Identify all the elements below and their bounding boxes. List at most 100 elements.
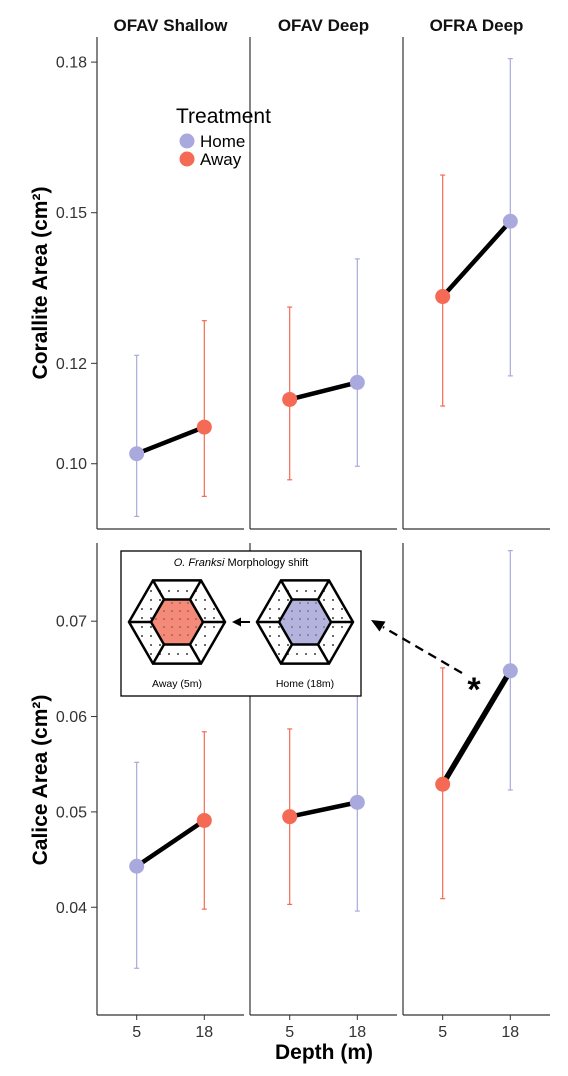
texture-dot [323,626,325,628]
texture-dot [179,602,181,604]
y-tick-label: 0.15 [56,205,87,222]
texture-dot [204,599,206,601]
legend-marker-home [180,134,195,149]
data-point-home [350,375,365,390]
texture-dot [168,653,170,655]
texture-dot [269,608,271,610]
texture-dot [296,653,298,655]
y-tick-label: 0.04 [56,900,87,917]
texture-dot [150,599,152,601]
inset-title: O. Franksi Morphology shift [174,557,309,569]
legend-marker-away [180,152,195,167]
texture-dot [187,610,189,612]
y-axis-title-calice: Calice Area (cm²) [29,695,52,866]
texture-dot [168,590,170,592]
texture-dot [299,634,301,636]
texture-dot [299,610,301,612]
x-tick-label: 5 [132,1024,141,1041]
texture-dot [269,617,271,619]
texture-dot [187,634,189,636]
texture-dot [341,608,343,610]
texture-dot [195,626,197,628]
y-axis-title-corallite: Corallite Area (cm²) [29,187,52,380]
texture-dot [177,653,179,655]
texture-dot [159,599,161,601]
texture-dot [179,634,181,636]
texture-dot [307,602,309,604]
texture-dot [323,644,325,646]
y-tick-label: 0.12 [56,356,87,373]
texture-dot [323,599,325,601]
texture-dot [315,610,317,612]
texture-dot [315,634,317,636]
texture-dot [287,644,289,646]
texture-dot [307,610,309,612]
texture-dot [171,602,173,604]
texture-dot [195,618,197,620]
texture-dot [177,590,179,592]
corallite-area-panel: 0.10 0.12 0.15 0.18 [56,37,550,529]
x-tick-label: 5 [438,1024,447,1041]
texture-dot [204,626,206,628]
data-point-home [503,214,518,229]
texture-dot [163,626,165,628]
texture-dot [187,602,189,604]
data-point-away [197,420,212,435]
texture-dot [299,618,301,620]
texture-dot [187,626,189,628]
series-line [443,221,511,296]
legend: Treatment Home Away [176,105,271,169]
texture-dot [296,590,298,592]
texture-dot [291,618,293,620]
x-tick-label: 18 [501,1024,519,1041]
texture-dot [332,599,334,601]
y-tick-label: 0.18 [56,55,87,72]
inset-title-rest: Morphology shift [224,557,308,569]
texture-dot [332,617,334,619]
data-point-away [435,289,450,304]
data-point-away [282,392,297,407]
texture-dot [278,635,280,637]
texture-dot [187,618,189,620]
texture-dot [314,653,316,655]
texture-dot [141,608,143,610]
y-tick-label: 0.07 [56,614,87,631]
texture-dot [269,635,271,637]
dashed-arrow-line [383,627,462,673]
facet-titles: OFAV Shallow OFAV Deep OFRA Deep [114,16,524,35]
series-line [290,802,358,816]
texture-dot [332,635,334,637]
data-point-home [129,446,144,461]
inner-hexagon [279,600,331,645]
texture-dot [291,626,293,628]
texture-dot [150,590,152,592]
texture-dot [150,635,152,637]
texture-dot [315,618,317,620]
texture-dot [179,618,181,620]
texture-dot [159,644,161,646]
texture-dot [278,608,280,610]
texture-dot [150,608,152,610]
texture-dot [341,617,343,619]
texture-dot [141,626,143,628]
texture-dot [278,599,280,601]
texture-dot [195,599,197,601]
y-tick-label: 0.06 [56,709,87,726]
texture-dot [307,626,309,628]
y-tick-label: 0.10 [56,456,87,473]
texture-dot [171,610,173,612]
texture-dot [141,635,143,637]
texture-dot [213,608,215,610]
inner-hexagon [151,600,203,645]
x-axis-title: Depth (m) [275,1041,373,1064]
texture-dot [332,644,334,646]
texture-dot [213,617,215,619]
away-label: Away (5m) [152,678,202,690]
texture-dot [204,644,206,646]
texture-dot [341,626,343,628]
texture-dot [299,626,301,628]
texture-dot [287,599,289,601]
x-tick-label: 18 [195,1024,213,1041]
texture-dot [269,626,271,628]
